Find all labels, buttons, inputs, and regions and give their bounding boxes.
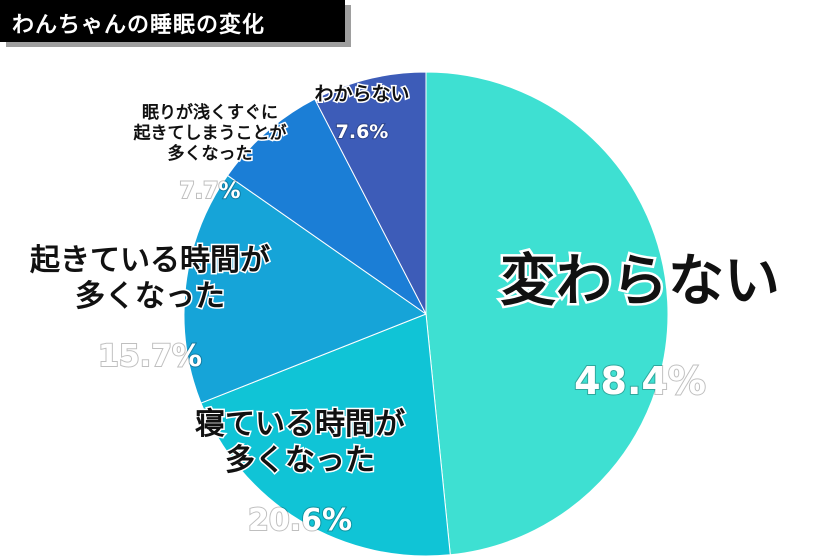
pie-slice-4	[314, 71, 427, 315]
slice-label-3-line-0: 眠りが浅くすぐに	[142, 102, 278, 123]
pie-slice-0	[425, 71, 669, 556]
slice-label-0-line-0: 変わらない	[500, 249, 780, 314]
slice-value-2: 15.7%	[98, 339, 202, 374]
slice-value-4: 7.6%	[336, 121, 389, 143]
pie-slice-2	[183, 174, 428, 404]
slice-label-1-line-0: 寝ている時間が	[195, 407, 405, 442]
slice-value-3: 7.7%	[179, 179, 240, 204]
slice-label-2-line-0: 起きている時間が	[30, 243, 270, 278]
slice-label-4-line-0: わからない	[314, 83, 409, 105]
chart-title-bar: わんちゃんの睡眠の変化	[0, 0, 345, 42]
chart-title: わんちゃんの睡眠の変化	[12, 13, 266, 38]
slice-label-2-line-1: 多くなった	[75, 279, 225, 314]
slice-label-3-line-2: 多くなった	[168, 143, 253, 164]
slice-label-3-line-1: 起きてしまうことが	[133, 122, 287, 143]
slice-value-0: 48.4%	[574, 359, 706, 403]
slice-value-1: 20.6%	[248, 503, 352, 538]
pie-slice-1	[200, 313, 451, 557]
slice-label-1-line-1: 多くなった	[225, 443, 375, 478]
pie-slice-3	[226, 98, 427, 315]
